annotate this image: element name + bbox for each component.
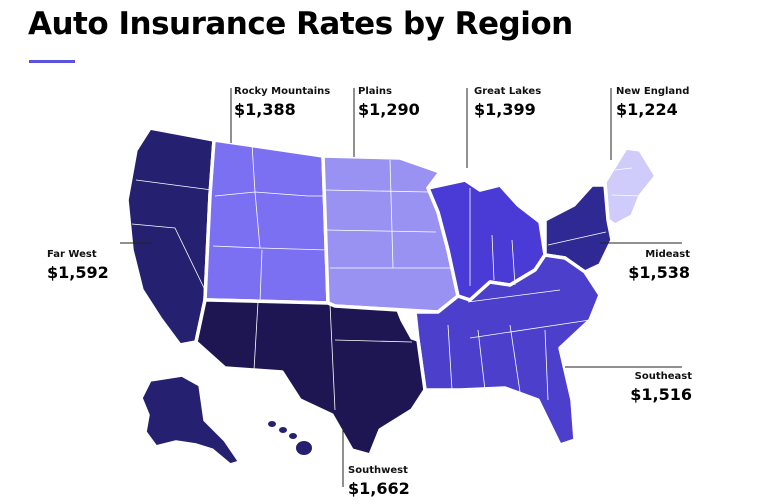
region-name: Mideast: [645, 249, 690, 260]
label-new-england: New England $1,224: [616, 86, 689, 119]
region-rocky-mountains: [203, 138, 330, 305]
region-new-england: [603, 146, 658, 227]
region-rate: $1,399: [474, 100, 536, 119]
label-southeast: Southeast $1,516: [630, 371, 692, 404]
state-borders: [131, 143, 641, 411]
region-name: Southwest: [348, 465, 408, 476]
region-hawaii: [268, 421, 312, 455]
region-name: Great Lakes: [474, 86, 542, 97]
label-great-lakes: Great Lakes $1,399: [474, 86, 541, 119]
label-far-west: Far West $1,592: [47, 249, 109, 282]
label-rocky-mountains: Rocky Mountains $1,388: [234, 86, 330, 119]
region-rate: $1,224: [616, 100, 678, 119]
leader-lines: [120, 88, 682, 487]
region-name: Far West: [47, 249, 97, 260]
region-rate: $1,388: [234, 100, 296, 119]
region-rate: $1,516: [630, 385, 692, 404]
region-name: New England: [616, 86, 690, 97]
region-alaska: [139, 373, 242, 467]
region-name: Southeast: [634, 371, 692, 382]
region-southwest: [194, 298, 427, 457]
title-underline: [29, 60, 75, 63]
label-southwest: Southwest $1,662: [348, 465, 410, 498]
region-rate: $1,538: [628, 263, 690, 282]
map-title: Auto Insurance Rates by Region: [28, 6, 573, 42]
label-mideast: Mideast $1,538: [628, 249, 690, 282]
region-rate: $1,592: [47, 263, 109, 282]
label-plains: Plains $1,290: [358, 86, 420, 119]
region-rate: $1,662: [348, 479, 410, 498]
region-name: Rocky Mountains: [234, 86, 331, 97]
region-rate: $1,290: [358, 100, 420, 119]
region-name: Plains: [358, 86, 393, 97]
